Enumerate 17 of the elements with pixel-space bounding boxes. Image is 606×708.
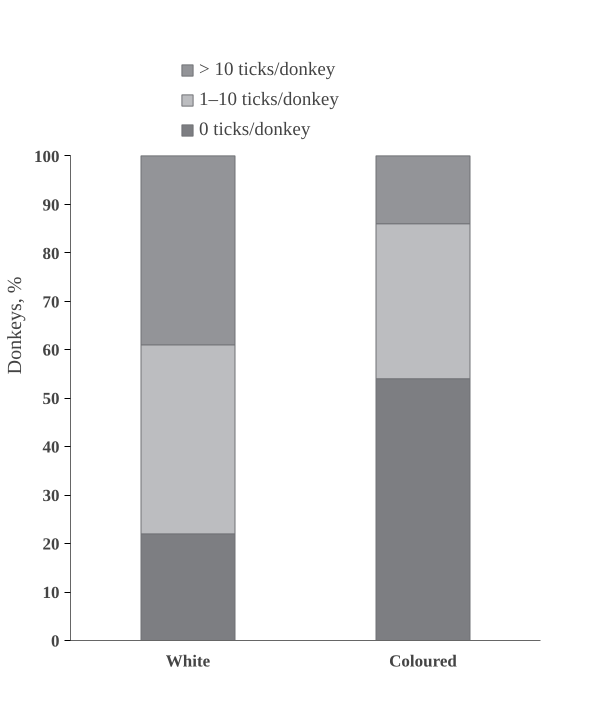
y-tick-label: 90 (42, 195, 60, 214)
y-tick-label: 70 (42, 292, 60, 312)
y-tick-label: 100 (34, 146, 60, 166)
y-tick-label: 80 (42, 244, 60, 263)
y-tick-label: 0 (51, 632, 60, 650)
y-tick-label: 40 (42, 438, 60, 457)
legend-label: 0 ticks/donkey (199, 119, 310, 141)
y-tick-label: 10 (42, 583, 60, 602)
y-tick-label: 60 (42, 340, 60, 360)
y-axis-title: Donkeys, % (4, 276, 26, 374)
x-tick-label: White (166, 652, 211, 670)
legend-label: 1–10 ticks/donkey (199, 89, 339, 111)
x-tick-label: Coloured (389, 652, 458, 670)
y-tick-label: 20 (42, 534, 60, 554)
y-tick-label: 30 (42, 486, 60, 506)
y-tick-label: 50 (42, 389, 60, 408)
legend-label: > 10 ticks/donkey (199, 59, 336, 81)
